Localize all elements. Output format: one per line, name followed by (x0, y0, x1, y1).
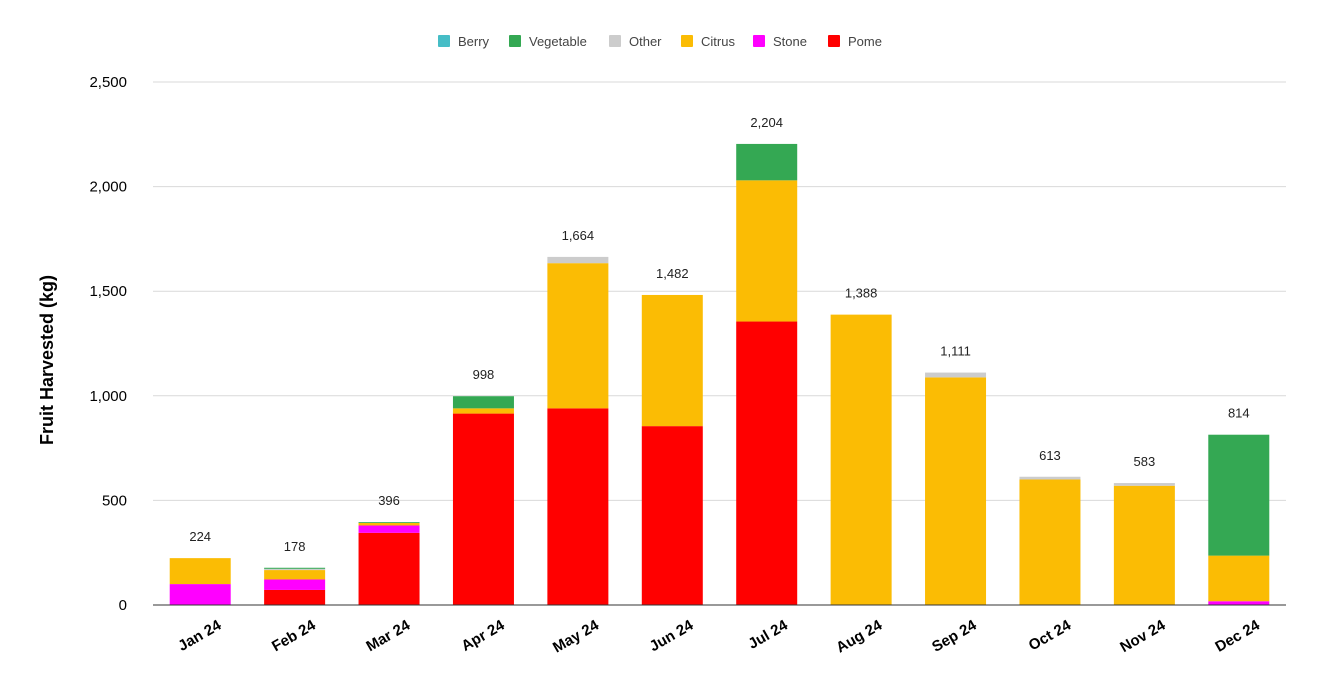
legend-swatch-berry (438, 35, 450, 47)
bar-segment-vegetable (1208, 434, 1270, 556)
bar-segment-citrus (1019, 479, 1081, 605)
bars (169, 143, 1270, 605)
y-axis-ticks: 0 500 1,000 1,500 2,000 2,500 (89, 74, 127, 614)
bar-segment-vegetable (452, 396, 514, 409)
bar-segment-citrus (1113, 485, 1175, 605)
bar-total-label: 1,388 (845, 286, 878, 301)
bar-segment-stone (169, 584, 231, 605)
bar-segment-citrus (358, 522, 420, 526)
bar-segment-citrus (452, 408, 514, 414)
bar-segment-stone (1208, 601, 1270, 605)
bar-segment-pome (547, 408, 609, 605)
bar-segment-citrus (1208, 555, 1270, 602)
legend-swatch-citrus (681, 35, 693, 47)
bar-segment-vegetable (358, 522, 420, 523)
x-tick-label: Aug 24 (833, 616, 885, 656)
bar-segment-citrus (830, 314, 892, 605)
bar-total-label: 1,111 (940, 344, 971, 359)
bar-segment-citrus (641, 294, 703, 427)
bar-segment-citrus (547, 263, 609, 409)
bar-segment-citrus (925, 377, 987, 605)
bar-total-label: 396 (378, 493, 400, 508)
bar-segment-citrus (264, 570, 326, 580)
x-tick-label: Jan 24 (175, 616, 225, 654)
bar-segment-stone (264, 579, 326, 590)
bar-segment-pome (358, 532, 420, 605)
x-tick-label: Jul 24 (745, 616, 791, 652)
bar-total-label: 613 (1039, 448, 1061, 463)
bar-segment-pome (736, 321, 798, 605)
legend-label-pome: Pome (848, 34, 882, 49)
bar-segment-other (264, 568, 326, 571)
x-tick-label: Jun 24 (647, 616, 697, 655)
chart-legend: Berry Vegetable Other Citrus Stone Pome (438, 34, 882, 49)
bar-segment-pome (264, 589, 326, 605)
bar-total-label: 583 (1134, 454, 1156, 469)
legend-swatch-stone (753, 35, 765, 47)
y-tick-label: 0 (119, 597, 127, 614)
y-tick-label: 2,000 (89, 179, 127, 196)
legend-label-citrus: Citrus (701, 34, 735, 49)
x-tick-label: Sep 24 (929, 616, 980, 655)
x-axis-ticks: Jan 24 Feb 24 Mar 24 Apr 24 May 24 Jun 24 Jul … (175, 616, 1263, 656)
x-tick-label: Nov 24 (1117, 616, 1169, 656)
y-axis-label: Fruit Harvested (kg) (37, 275, 57, 445)
bar-total-label: 1,482 (656, 266, 689, 281)
bar-total-label: 998 (473, 367, 495, 382)
x-tick-label: Oct 24 (1026, 616, 1075, 654)
x-tick-label: Feb 24 (269, 616, 319, 655)
legend-swatch-vegetable (509, 35, 521, 47)
bar-segment-citrus (736, 180, 798, 322)
y-tick-label: 1,000 (89, 388, 127, 405)
x-tick-label: Apr 24 (459, 616, 508, 654)
bar-segment-citrus (169, 558, 231, 585)
bar-total-label: 1,664 (562, 228, 595, 243)
gridlines (153, 81, 1286, 501)
legend-label-berry: Berry (458, 34, 490, 49)
bar-segment-pome (641, 426, 703, 605)
bar-total-label: 224 (189, 529, 211, 544)
y-tick-label: 500 (102, 492, 127, 509)
bar-segment-stone (358, 525, 420, 533)
bar-segment-pome (452, 413, 514, 605)
bar-segment-other (1019, 476, 1081, 480)
bar-segment-vegetable (264, 567, 326, 569)
legend-swatch-pome (828, 35, 840, 47)
bar-total-labels: 224 178 396 998 1,664 1,482 2,204 1,388 1,111 613… (189, 115, 1249, 554)
x-tick-label: Dec 24 (1212, 616, 1263, 655)
x-tick-label: Mar 24 (363, 616, 413, 655)
x-tick-label: May 24 (550, 616, 602, 656)
bar-segment-other (1113, 483, 1175, 486)
bar-segment-vegetable (736, 143, 798, 181)
legend-label-other: Other (629, 34, 662, 49)
bar-total-label: 178 (284, 539, 306, 554)
bar-segment-other (547, 256, 609, 264)
legend-label-stone: Stone (773, 34, 807, 49)
bar-total-label: 814 (1228, 406, 1250, 421)
bar-total-label: 2,204 (750, 115, 783, 130)
y-tick-label: 2,500 (89, 74, 127, 91)
y-tick-label: 1,500 (89, 283, 127, 300)
legend-label-vegetable: Vegetable (529, 34, 587, 49)
bar-segment-other (925, 372, 987, 378)
legend-swatch-other (609, 35, 621, 47)
